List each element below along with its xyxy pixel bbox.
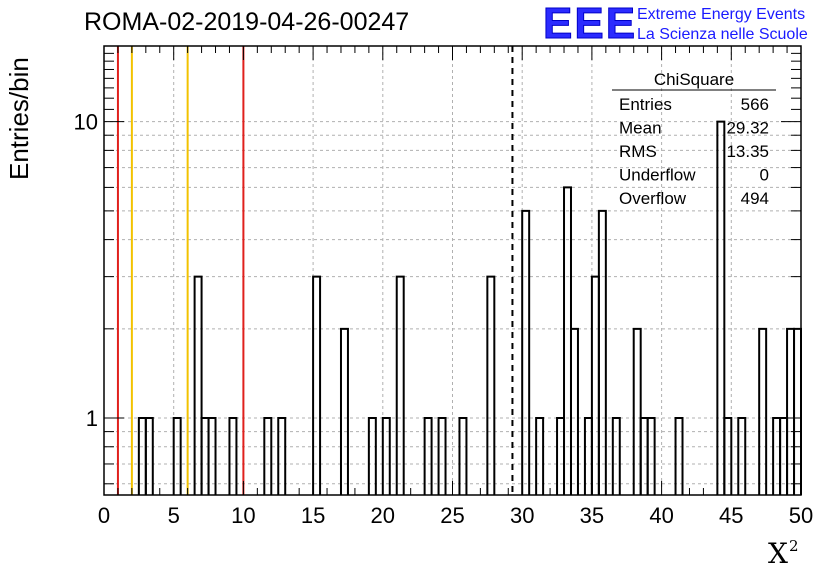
y-tick-label: 1 <box>86 406 98 431</box>
histogram-bar <box>535 417 545 495</box>
stats-row-value: 29.32 <box>726 119 769 138</box>
histogram-bar <box>597 209 607 495</box>
x-tick-label: 5 <box>168 503 180 528</box>
x-tick-label: 0 <box>98 503 110 528</box>
histogram-bar <box>674 417 684 495</box>
y-tick-label: 10 <box>74 110 98 135</box>
stats-row-label: Underflow <box>619 166 696 185</box>
histogram-bar <box>144 417 154 495</box>
histogram-bar <box>486 275 496 495</box>
x-tick-label: 50 <box>789 503 813 528</box>
histogram-bar <box>193 275 203 495</box>
histogram-bar <box>758 327 768 495</box>
stats-row-label: Overflow <box>619 189 687 208</box>
x-tick-label: 10 <box>231 503 255 528</box>
histogram-bar <box>423 417 433 495</box>
histogram-bar <box>458 417 468 495</box>
stats-row-label: Mean <box>619 119 662 138</box>
x-tick-label: 20 <box>371 503 395 528</box>
logo-line-1: Extreme Energy Events <box>637 6 806 23</box>
histogram-bar <box>646 417 656 495</box>
x-tick-label: 40 <box>649 503 673 528</box>
histogram-bar <box>381 417 391 495</box>
eee-logo-mark: EEE <box>542 0 638 48</box>
x-tick-label: 35 <box>580 503 604 528</box>
histogram-bar <box>793 327 802 495</box>
plot-title: ROMA-02-2019-04-26-00247 <box>84 8 410 36</box>
histogram-bar <box>590 275 600 495</box>
histogram-bar <box>263 417 273 495</box>
logo-line-2: La Scienza nelle Scuole <box>637 26 808 43</box>
x-tick-label: 30 <box>510 503 534 528</box>
x-tick-label: 45 <box>719 503 743 528</box>
histogram-bar <box>228 417 238 495</box>
histogram-bar <box>563 186 572 495</box>
histogram-bar <box>611 417 621 495</box>
histogram-bar <box>716 120 726 495</box>
histogram-bar <box>367 417 377 495</box>
histogram-bar <box>395 275 405 495</box>
histogram-bar <box>632 327 642 495</box>
eee-logo: EEE Extreme Energy Events La Scienza nel… <box>542 0 833 48</box>
stats-row-value: 13.35 <box>726 142 769 161</box>
histogram-bar <box>437 417 447 495</box>
x-axis-label-symbol: X <box>768 537 788 570</box>
stats-row-value: 494 <box>741 189 769 208</box>
stats-box-title: ChiSquare <box>654 70 734 89</box>
histogram-bar <box>207 417 217 495</box>
stats-row-label: RMS <box>619 142 657 161</box>
x-tick-label: 25 <box>440 503 464 528</box>
histogram-bar <box>737 417 747 495</box>
histogram-bar <box>723 417 733 495</box>
histogram-bar <box>172 417 182 495</box>
histogram-bar <box>786 327 796 495</box>
stats-row-label: Entries <box>619 95 672 114</box>
histogram-bar <box>569 327 579 495</box>
histogram-bar <box>339 327 349 495</box>
histogram-bar <box>277 417 287 495</box>
x-axis-label: X2 <box>768 537 798 570</box>
x-axis-label-superscript: 2 <box>788 537 799 555</box>
stats-row-value: 0 <box>760 166 769 185</box>
stats-row-value: 566 <box>741 95 769 114</box>
x-tick-label: 15 <box>301 503 325 528</box>
histogram-bar <box>312 275 322 495</box>
histogram-bar <box>521 209 531 495</box>
